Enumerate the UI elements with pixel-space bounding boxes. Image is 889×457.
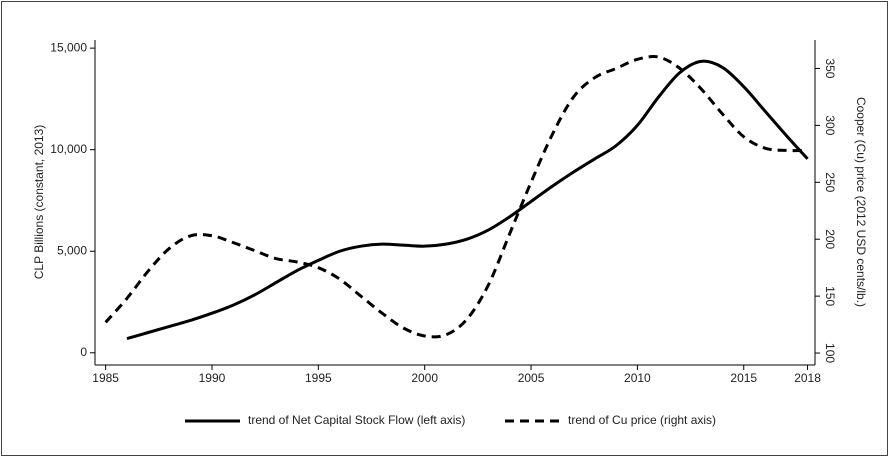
y2-tick-label: 250 xyxy=(823,172,837,192)
x-tick-label: 2005 xyxy=(518,371,545,385)
y-tick-label: 15,000 xyxy=(50,40,87,54)
legend-label: trend of Cu price (right axis) xyxy=(568,413,716,427)
y-tick-label: 10,000 xyxy=(50,142,87,156)
x-tick-label: 2018 xyxy=(794,371,821,385)
y2-tick-label: 200 xyxy=(823,229,837,249)
x-tick-label: 1990 xyxy=(199,371,226,385)
y2-axis-label: Cooper (Cu) price (2012 USD cents/lb.) xyxy=(854,97,868,307)
x-tick-label: 1985 xyxy=(92,371,119,385)
x-tick-label: 2000 xyxy=(411,371,438,385)
x-tick-label: 2015 xyxy=(730,371,757,385)
y2-tick-label: 300 xyxy=(823,115,837,135)
y2-tick-label: 150 xyxy=(823,286,837,306)
y-tick-label: 5,000 xyxy=(57,243,87,257)
legend-label: trend of Net Capital Stock Flow (left ax… xyxy=(248,413,465,427)
series-line xyxy=(126,59,809,341)
y-tick-label: 0 xyxy=(80,345,87,359)
y-axis-label: CLP Billions (constant, 2013) xyxy=(32,125,46,280)
series-line xyxy=(104,55,808,339)
x-tick-label: 2010 xyxy=(624,371,651,385)
x-tick-label: 1995 xyxy=(305,371,332,385)
y2-tick-label: 350 xyxy=(823,58,837,78)
y2-tick-label: 100 xyxy=(823,343,837,363)
